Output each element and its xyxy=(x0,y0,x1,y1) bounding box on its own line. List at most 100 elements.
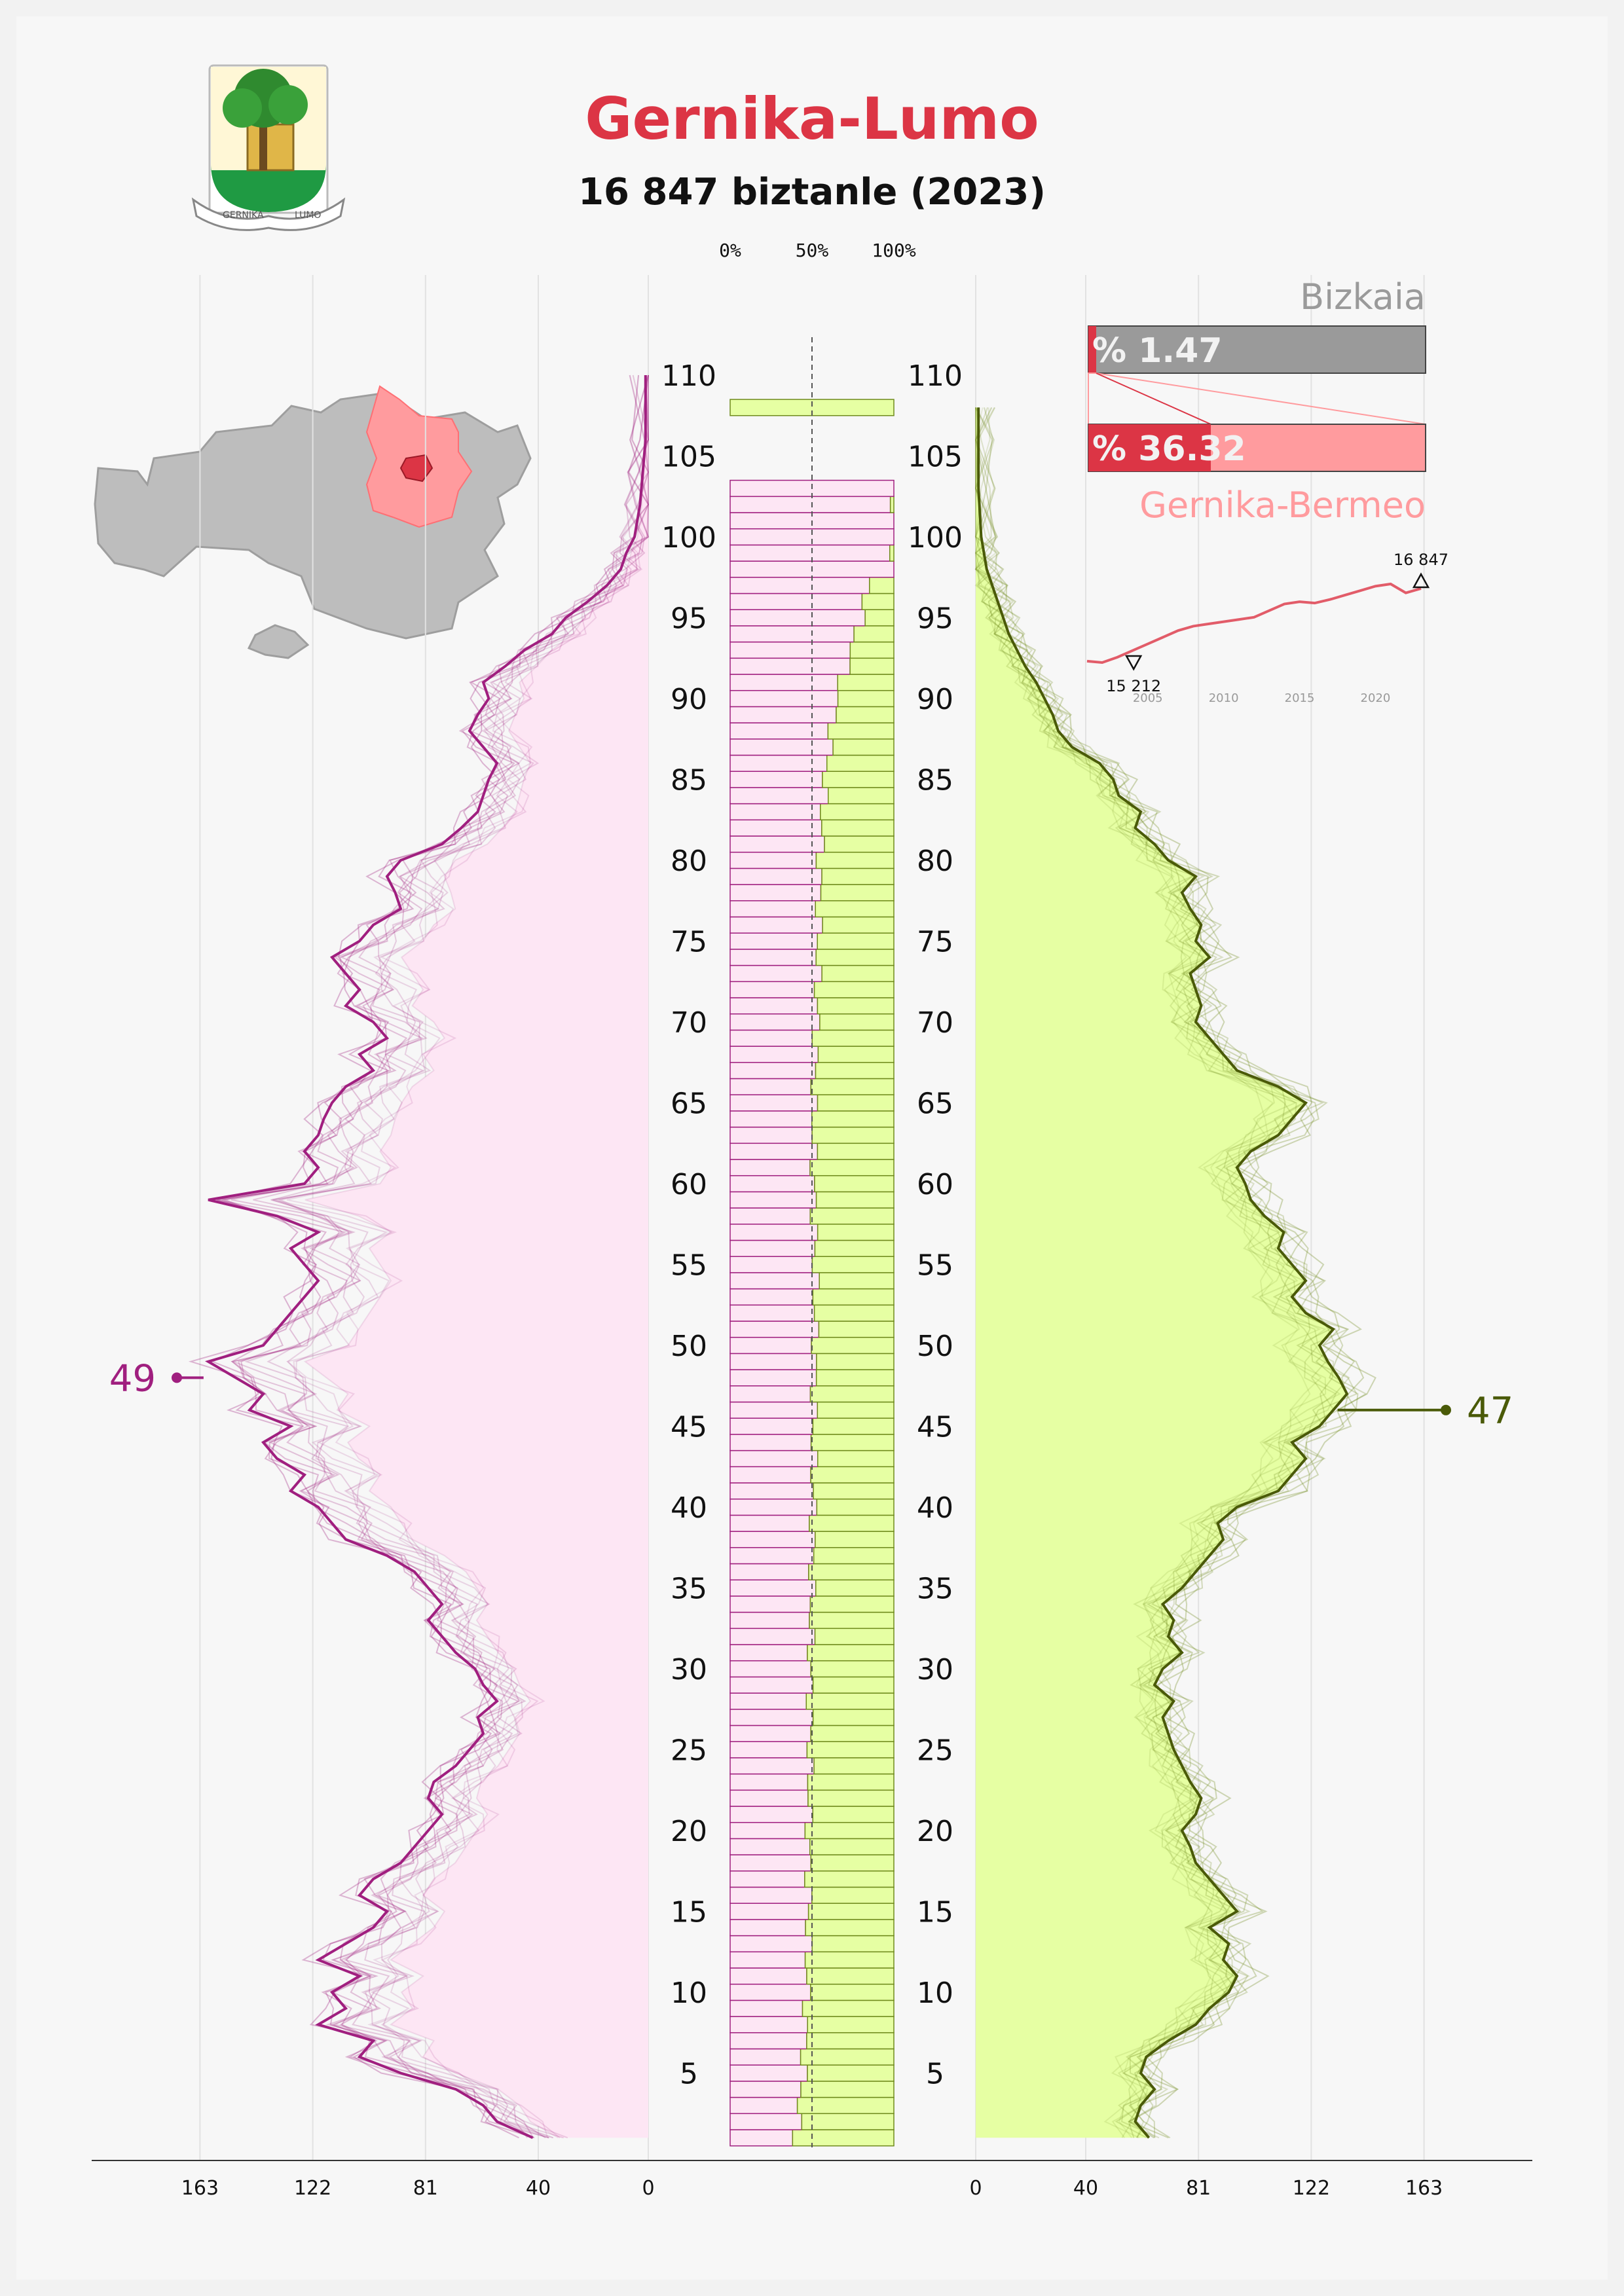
share-bar-male xyxy=(729,916,823,934)
age-tick-label: 25 xyxy=(917,1734,953,1768)
age-tick-label: 30 xyxy=(671,1653,707,1686)
male-history-line xyxy=(303,375,647,2139)
share-bar-male xyxy=(729,851,817,869)
female-history-line xyxy=(977,407,1311,2138)
share-bar-female xyxy=(810,1078,895,1095)
share-bar-male xyxy=(729,949,817,966)
share-bar-female xyxy=(814,1628,895,1645)
share-bar-male xyxy=(729,1272,820,1290)
share-bar-male xyxy=(729,609,866,627)
share-bar-male xyxy=(729,1870,805,1888)
share-bar-male xyxy=(729,722,829,740)
age-tick-label: 95 xyxy=(671,602,707,636)
share-bar-male xyxy=(729,1224,819,1241)
share-bar-male xyxy=(729,1951,806,1969)
share-bar-male xyxy=(729,1757,815,1775)
age-tick-label: 20 xyxy=(671,1815,707,1848)
crest-text-gernika: GERNIKA xyxy=(223,210,264,221)
share-bar-male xyxy=(729,1611,810,1630)
share-bar-female xyxy=(814,1239,895,1257)
share-bar-female xyxy=(816,1353,895,1370)
share-bar-female xyxy=(809,1207,895,1225)
share-bar-female xyxy=(805,1692,895,1710)
share-bar-male xyxy=(729,1159,811,1176)
share-bar-male xyxy=(729,738,834,756)
share-bottom-value: % 36.32 xyxy=(1092,429,1246,469)
share-bar-female xyxy=(807,1644,895,1662)
share-bar-male xyxy=(729,1029,813,1047)
share-bar-male xyxy=(729,1563,809,1580)
age-tick-label: 15 xyxy=(671,1896,707,1929)
share-bar-male xyxy=(729,1078,811,1095)
share-bar-male xyxy=(729,771,823,788)
share-bar-male xyxy=(729,1676,814,1694)
x-tick-label-female: 122 xyxy=(1293,2177,1330,2200)
share-bar-male xyxy=(729,2064,808,2082)
age-tick-label: 85 xyxy=(917,764,953,797)
age-tick-label: 110 xyxy=(661,359,716,393)
share-bar-female xyxy=(815,900,895,918)
share-bar-female xyxy=(815,1369,895,1387)
age-tick-label: 55 xyxy=(917,1249,953,1283)
share-bar-female xyxy=(806,2032,895,2050)
trend-start-label: 15 212 xyxy=(1106,677,1161,695)
population-share-panel: Bizkaia % 1.47 % 36.32 Gernika-Bermeo xyxy=(1088,276,1426,526)
age-tick-label: 110 xyxy=(908,359,963,393)
share-bar-female xyxy=(813,1304,895,1322)
female-history-line xyxy=(974,407,1376,2139)
enclave-shape xyxy=(247,624,310,659)
age-tick-label: 100 xyxy=(661,521,716,555)
age-tick-label: 20 xyxy=(917,1815,953,1848)
share-bar-male xyxy=(729,1353,817,1370)
share-bar-female xyxy=(811,1029,895,1047)
share-bar-male xyxy=(729,1304,815,1322)
callouts: 49 47 xyxy=(109,1357,1514,1432)
male-history-line xyxy=(286,374,650,2138)
share-bottom-fill xyxy=(1088,424,1211,471)
share-bar-female xyxy=(817,1142,895,1160)
trend-min-marker xyxy=(1125,655,1143,671)
share-bar-male xyxy=(729,1401,819,1419)
share-axis: 0% 50% 100% xyxy=(719,240,916,261)
share-bar-male xyxy=(729,1498,818,1516)
share-bar-female xyxy=(889,496,895,513)
age-tick-label: 60 xyxy=(671,1168,707,1201)
male-history-line xyxy=(270,374,650,2139)
age-tick-label: 70 xyxy=(671,1006,707,1040)
share-bars xyxy=(729,337,895,2147)
age-tick-label: 65 xyxy=(671,1087,707,1121)
share-bar-female xyxy=(804,1951,895,1969)
age-tick-label: 55 xyxy=(671,1249,707,1283)
male-history-line xyxy=(274,374,649,2139)
share-bar-female xyxy=(822,916,895,934)
share-bar-female xyxy=(801,2113,895,2130)
share-bar-male xyxy=(729,2016,808,2033)
share-bar-male xyxy=(729,1741,808,1758)
share-bar-female xyxy=(807,1903,895,1920)
age-tick-label: 40 xyxy=(671,1491,707,1525)
share-bar-female xyxy=(849,657,895,675)
share-bar-male xyxy=(729,1821,806,1840)
share-bar-male xyxy=(729,1207,811,1225)
female-history-line xyxy=(974,407,1322,2139)
share-tick-label: 100% xyxy=(872,240,916,261)
share-bar-male xyxy=(729,1126,813,1144)
share-tick-label: 50% xyxy=(796,240,829,261)
share-bar-female xyxy=(864,609,895,627)
share-bar-male xyxy=(729,1709,814,1726)
share-bar-female xyxy=(800,2081,895,2098)
share-bar-male xyxy=(729,981,815,998)
share-bar-male xyxy=(729,1256,813,1273)
share-bar-female xyxy=(809,1385,895,1403)
share-bar-female xyxy=(812,1676,895,1694)
female-history-line xyxy=(975,407,1335,2139)
share-bar-male xyxy=(729,787,829,805)
share-bar-male xyxy=(729,932,818,950)
share-bar-male xyxy=(729,1142,819,1160)
age-tick-label: 15 xyxy=(917,1896,953,1929)
share-bar-female xyxy=(802,1999,895,2017)
x-tick-label-female: 81 xyxy=(1186,2177,1211,2200)
share-bar-female xyxy=(820,803,895,821)
share-bar-female xyxy=(807,2064,895,2082)
share-bar-male xyxy=(729,1417,814,1435)
